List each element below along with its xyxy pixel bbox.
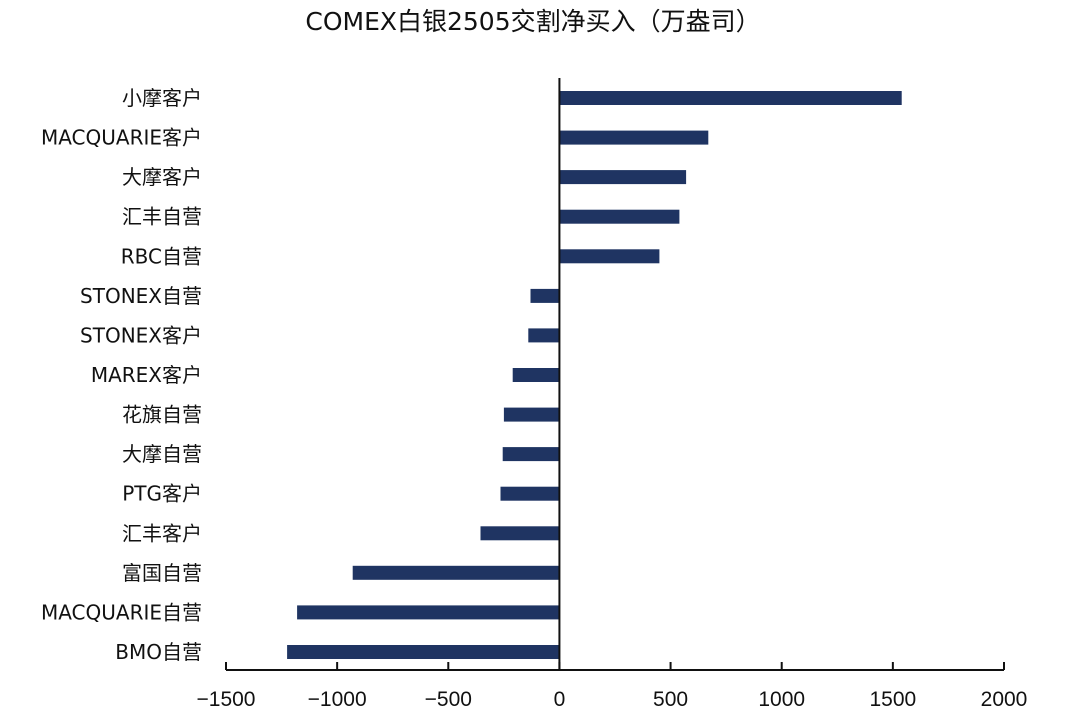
x-tick-label: −500 [425, 688, 472, 711]
bar [502, 447, 560, 462]
bar [559, 170, 687, 185]
category-label: 大摩客户 [122, 165, 202, 189]
category-label: 小摩客户 [122, 86, 202, 110]
category-label: STONEX自营 [80, 284, 202, 308]
x-tick-label: 2000 [981, 688, 1028, 711]
category-label: MACQUARIE客户 [41, 126, 202, 150]
bar [559, 91, 902, 105]
category-label: MAREX客户 [91, 363, 202, 387]
category-label: BMO自营 [115, 640, 202, 664]
bar [287, 645, 560, 659]
bar [503, 407, 560, 422]
x-tick-label: 0 [554, 688, 566, 711]
category-label: MACQUARIE自营 [41, 600, 202, 624]
x-tick-label: −1000 [308, 688, 367, 711]
bar [559, 209, 680, 224]
category-label: PTG客户 [122, 482, 202, 506]
bar [480, 526, 560, 541]
category-label: 富国自营 [122, 561, 202, 585]
x-axis-ticks: −1500 −1000 −500 0 500 1000 1500 2000 [197, 662, 1028, 711]
bar [500, 486, 560, 501]
bar [559, 249, 660, 264]
x-tick-label: 1000 [758, 688, 805, 711]
bar [530, 288, 560, 303]
category-label: STONEX客户 [80, 323, 202, 347]
bar [297, 605, 560, 620]
bar [352, 565, 560, 580]
bar [559, 130, 709, 145]
category-label: 大摩自营 [122, 442, 202, 466]
bars-layer [287, 91, 902, 659]
category-label: RBC自营 [121, 244, 202, 268]
category-label: 花旗自营 [122, 403, 202, 427]
x-tick-label: 500 [653, 688, 688, 711]
x-axis [226, 78, 1004, 671]
category-label: 汇丰自营 [122, 205, 202, 229]
bar [528, 328, 560, 343]
x-tick-label: 1500 [869, 688, 916, 711]
category-label: 汇丰客户 [122, 521, 202, 545]
bar [512, 368, 560, 382]
chart-title: COMEX白银2505交割净买入（万盎司） [305, 7, 760, 36]
x-tick-label: −1500 [197, 688, 256, 711]
